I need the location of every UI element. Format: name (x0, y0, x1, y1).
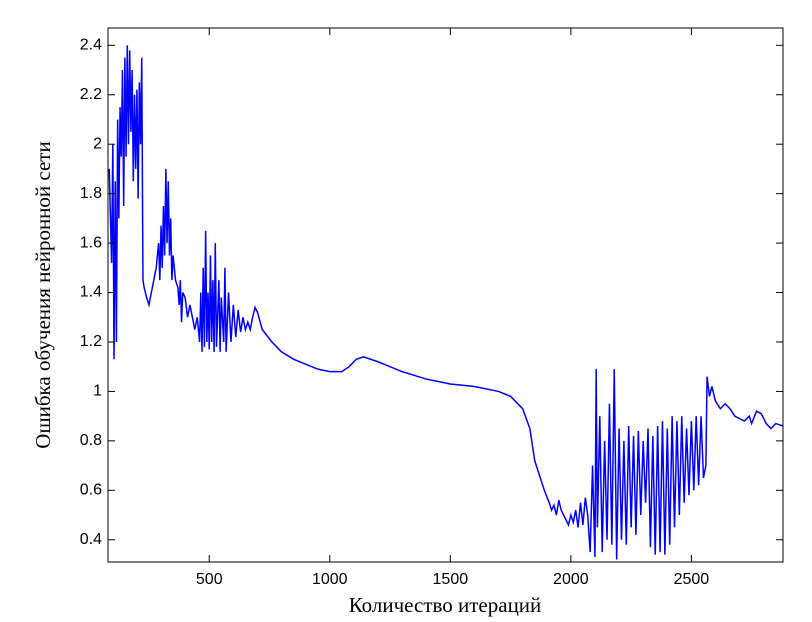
axes-box (107, 27, 784, 563)
y-tick-label: 1.6 (80, 234, 102, 251)
x-tick-label: 2000 (553, 571, 589, 588)
y-tick-label: 2.2 (80, 86, 102, 103)
y-tick-label: 1.8 (80, 185, 102, 202)
y-tick-label: 2.4 (80, 37, 102, 54)
y-tick-label: 2 (93, 135, 102, 152)
y-tick-label: 0.4 (80, 531, 102, 548)
y-tick-label: 1 (93, 383, 102, 400)
y-tick-label: 0.8 (80, 432, 102, 449)
x-tick-label: 1000 (312, 571, 348, 588)
y-tick-label: 1.2 (80, 333, 102, 350)
x-tick-label: 2500 (674, 571, 710, 588)
data-line (108, 45, 783, 560)
x-tick-label: 1500 (433, 571, 469, 588)
x-tick-label: 500 (196, 571, 223, 588)
y-tick-label: 1.4 (80, 284, 102, 301)
x-axis-label: Количество итераций (349, 593, 542, 617)
y-axis-label: Ошибка обучения нейронной сети (31, 141, 55, 448)
y-tick-label: 0.6 (80, 482, 102, 499)
